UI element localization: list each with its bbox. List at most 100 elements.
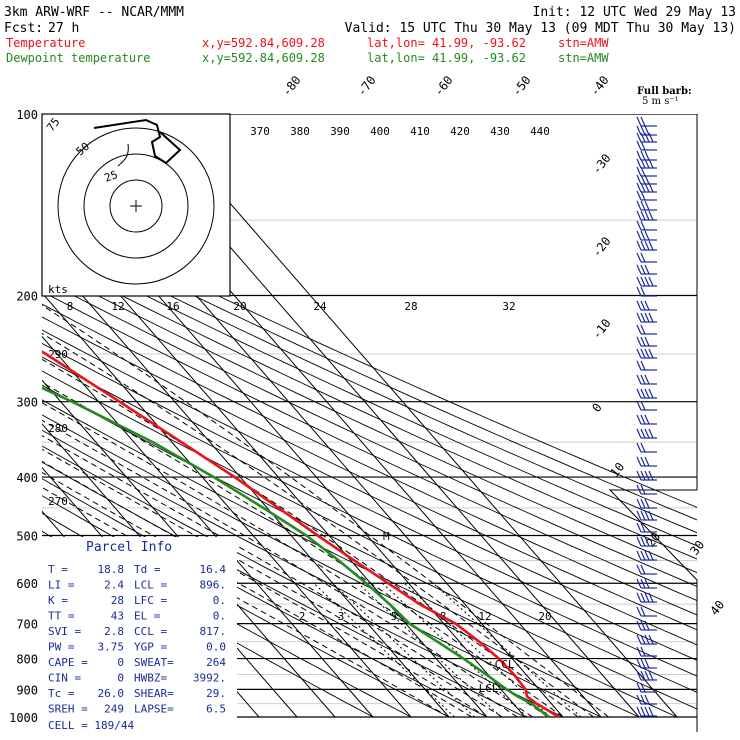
dewpoint-xy: x,y=592.84,609.28 [202, 51, 325, 65]
parcel-field: EL = [134, 610, 161, 623]
wind-barb [636, 522, 657, 533]
wind-barb [636, 536, 657, 547]
barb-feather [644, 200, 650, 211]
dry-adiabat [42, 291, 697, 602]
wind-barb [636, 592, 657, 603]
barb-feather [644, 240, 650, 251]
barb-feather [636, 706, 642, 717]
wind-barb [636, 300, 657, 311]
mixing-ratio-line [332, 582, 475, 718]
barb-feather [640, 300, 646, 311]
wind-barb [636, 414, 657, 425]
barb-feather [640, 174, 646, 185]
barb-feather [644, 694, 650, 705]
moist-adiabat [42, 419, 533, 718]
barb-feather [640, 694, 646, 705]
barb-feather [648, 428, 654, 439]
parcel-field: T = [48, 563, 68, 576]
mixing-ratio-line [357, 582, 502, 718]
wind-barb [636, 606, 657, 617]
parcel-field: CIN = [48, 672, 81, 685]
wind-barb [636, 428, 657, 439]
wind-barb [636, 470, 657, 481]
parcel-field: Tc = [48, 687, 75, 700]
wind-barb [636, 348, 657, 359]
parcel-field: 26.0 [98, 687, 125, 700]
moist-adiabat [42, 358, 579, 718]
parcel-field: 896. [200, 579, 227, 592]
barb-feather [648, 470, 654, 481]
barb-feather [644, 174, 650, 185]
hodo-speed-label: 24 [313, 300, 327, 313]
hodo-ring-label: 25 [103, 168, 120, 185]
barb-feather [640, 456, 646, 467]
wind-barb [636, 324, 657, 335]
isotherm-label: -70 [354, 73, 378, 99]
wind-barb [636, 694, 657, 705]
pressure-label: 600 [16, 577, 38, 591]
barb-feather [636, 132, 642, 143]
barb-feather [644, 300, 650, 311]
isotherm-label: -50 [509, 73, 533, 99]
isotherm-line [42, 248, 450, 718]
moist-adiabat [42, 471, 473, 718]
theta-label: 380 [290, 125, 310, 138]
barb-feather [640, 210, 646, 221]
parcel-box-bg [42, 537, 237, 732]
barb-feather [648, 158, 654, 169]
parcel-field: SWEAT= [134, 656, 174, 669]
barb-feather [644, 374, 650, 385]
pressure-label: 500 [16, 529, 38, 543]
wind-barb [636, 374, 657, 385]
wind-barb [636, 166, 657, 177]
barb-feather [640, 276, 646, 287]
barb-feather [636, 414, 642, 425]
theta-e-label: 280 [48, 422, 68, 435]
isotherm-label: -30 [589, 151, 613, 177]
parcel-field: PW = [48, 641, 75, 654]
hodo-speed-label: 12 [111, 300, 124, 313]
barb-feather [644, 456, 650, 467]
hodo-speed-label: 20 [233, 300, 246, 313]
barb-feather [640, 200, 646, 211]
barb-feather [636, 658, 642, 669]
barb-feather [640, 498, 646, 509]
barb-feather [640, 116, 646, 127]
pressure-label: 700 [16, 618, 38, 632]
barb-feather [644, 670, 650, 681]
barb-feather [636, 312, 642, 323]
panel-edge [608, 114, 698, 732]
barb-feather [636, 442, 642, 453]
barb-feather [636, 606, 642, 617]
hodo-speed-label: 28 [404, 300, 417, 313]
parcel-field: SREH = [48, 703, 88, 716]
wind-barb [636, 276, 657, 287]
wind-barb [636, 388, 657, 399]
barb-feather [640, 606, 646, 617]
barb-feather [648, 210, 654, 221]
barb-legend-units: 5 m s⁻¹ [642, 96, 679, 107]
barb-feather [640, 240, 646, 251]
parcel-field: HWBZ= [134, 672, 167, 685]
isotherm-line [42, 379, 336, 718]
barb-feather [640, 510, 646, 521]
wind-barb [636, 360, 657, 371]
barb-feather [636, 140, 642, 151]
theta-label: 370 [250, 125, 270, 138]
barb-feather [644, 510, 650, 521]
barb-feather [636, 536, 642, 547]
dewpoint-legend: Dewpoint temperature [6, 51, 151, 65]
dry-adiabat [42, 220, 697, 521]
theta-label: 400 [370, 125, 390, 138]
parcel-field: 0 [117, 656, 124, 669]
wind-barb [636, 230, 657, 241]
parcel-field: 3992. [193, 672, 226, 685]
barb-feather [644, 210, 650, 221]
barb-feather [644, 230, 650, 241]
barb-feather [636, 116, 642, 127]
ccl-marker: -CCL- [488, 658, 521, 671]
parcel-field: 0.0 [206, 641, 226, 654]
parcel-info-box: Parcel Info T = 18.8 Td = 16.4 LI = 2.4 LCL = 89… [42, 537, 237, 732]
barb-feather [644, 470, 650, 481]
